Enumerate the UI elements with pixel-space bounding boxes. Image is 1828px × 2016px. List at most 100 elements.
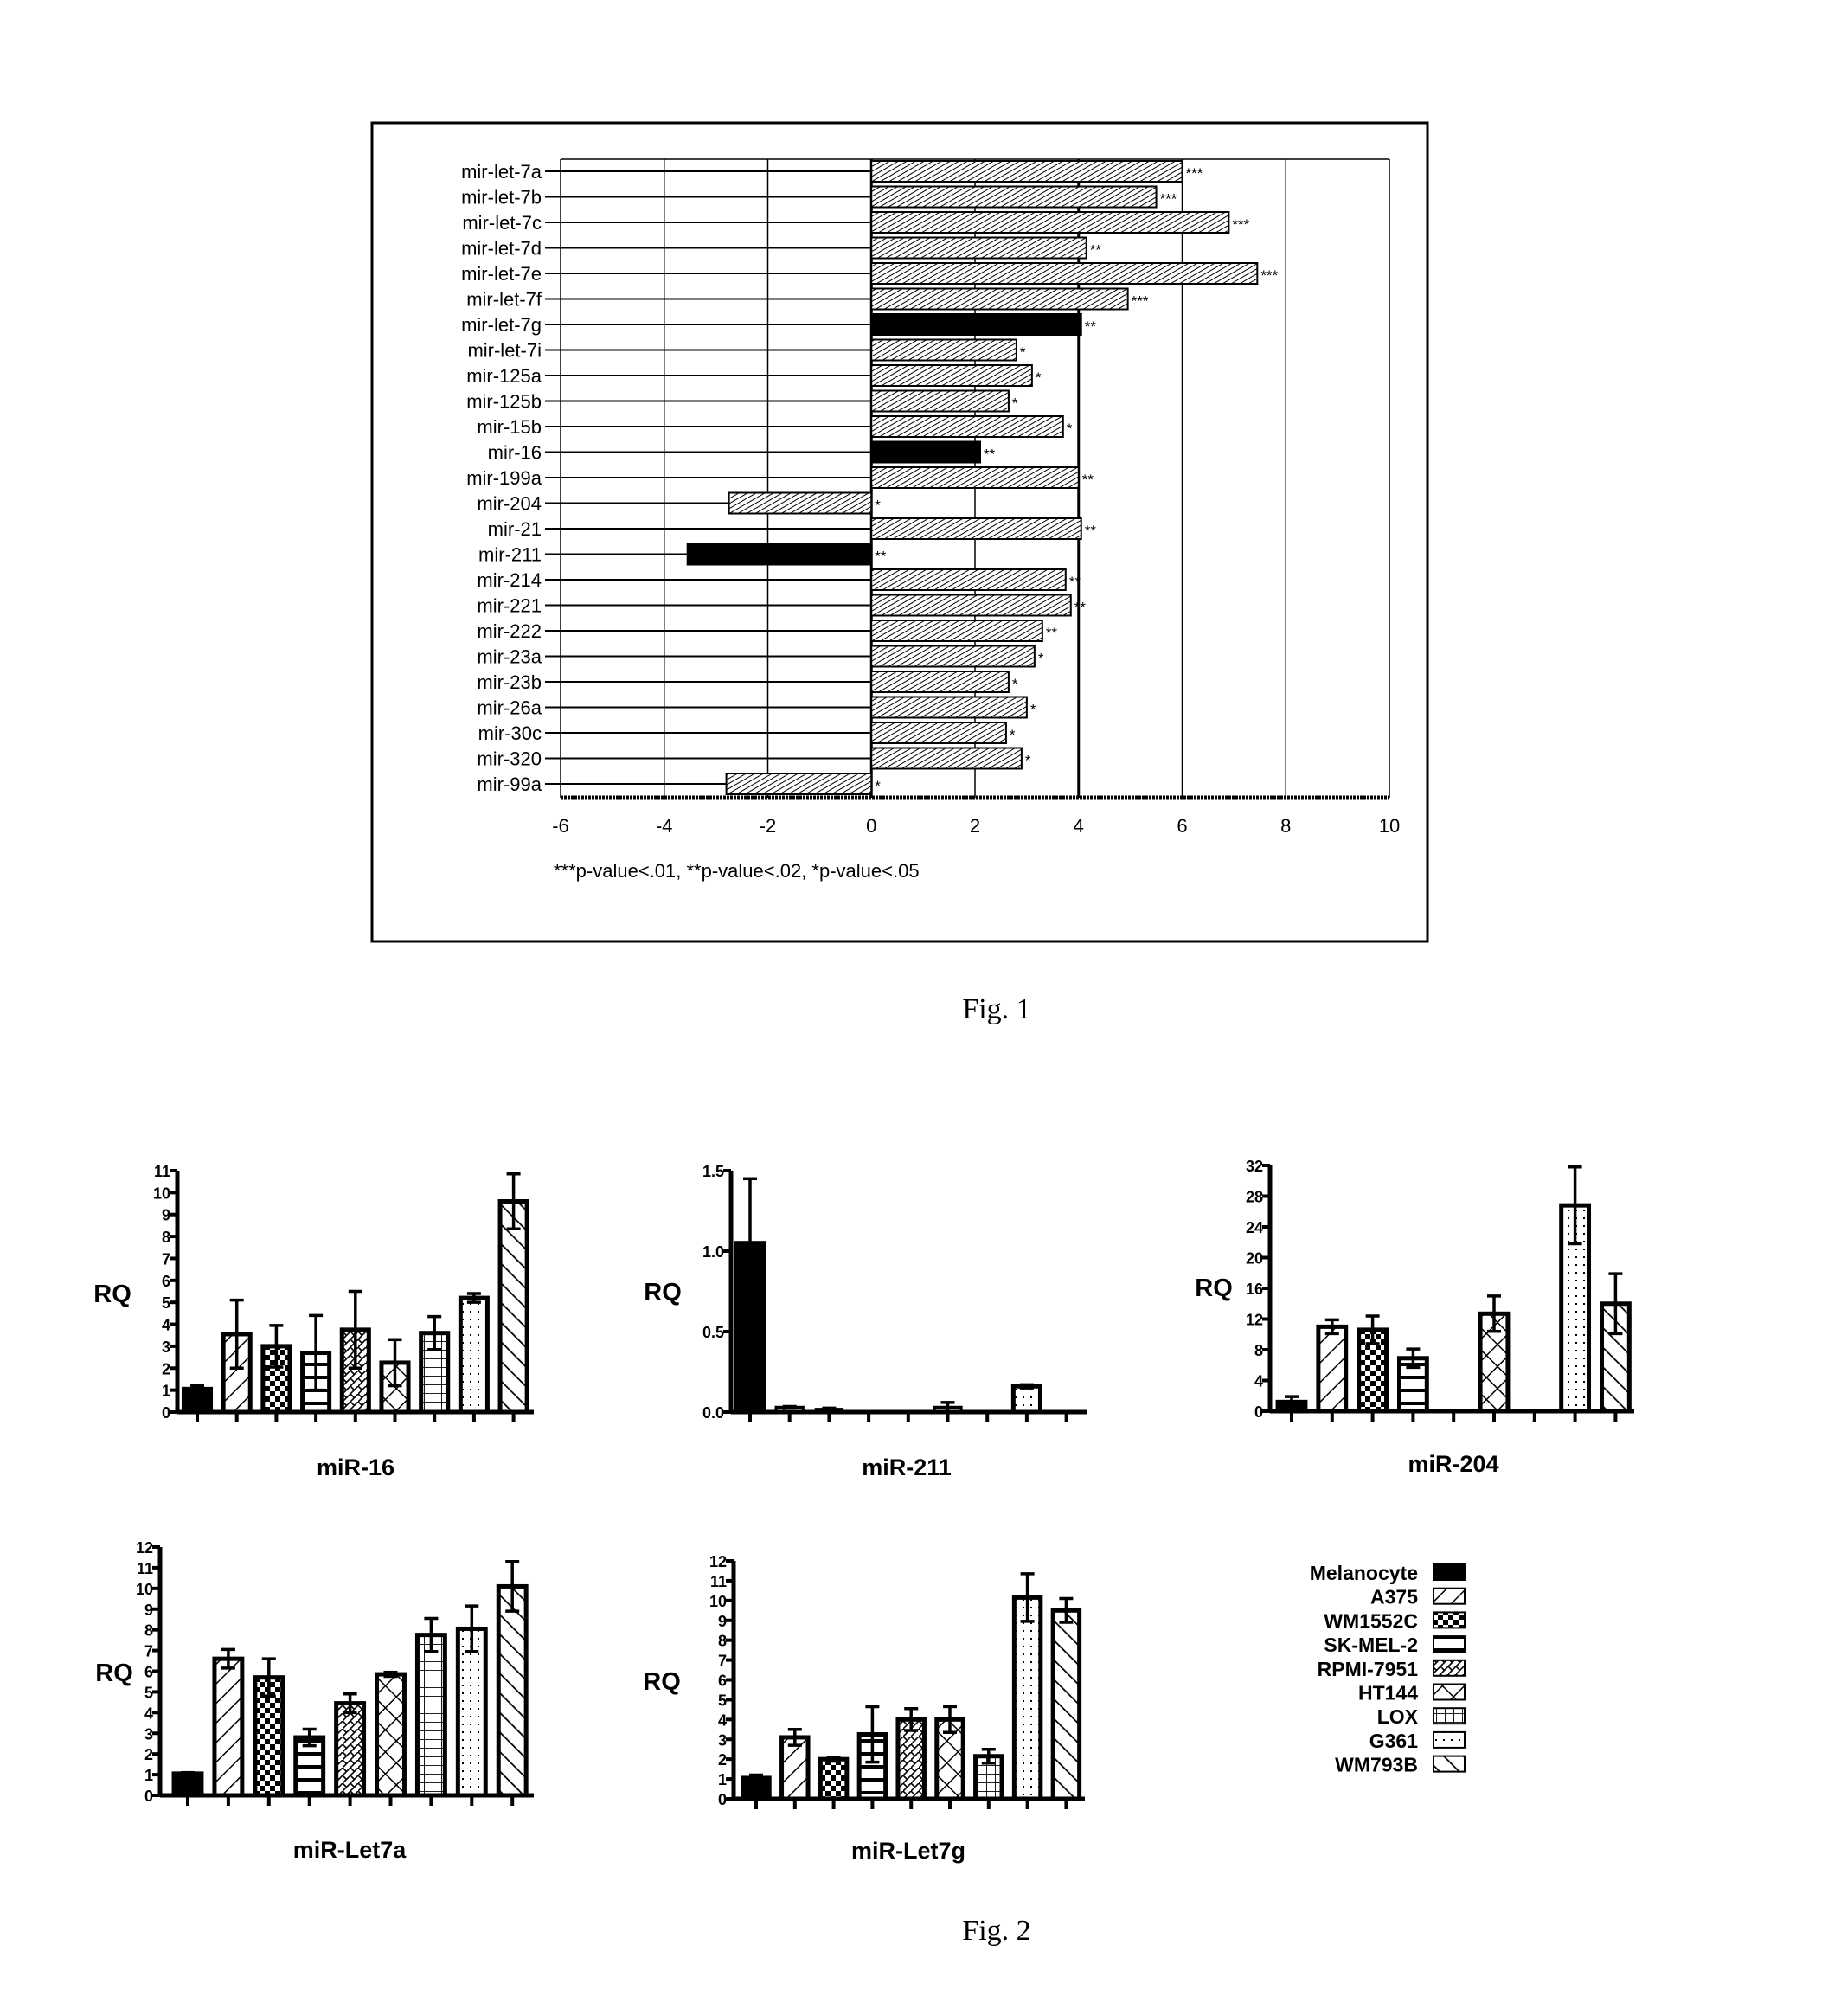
significance-mark: * bbox=[875, 778, 881, 794]
legend-swatch-sk-mel-2 bbox=[1434, 1636, 1465, 1652]
category-label: mir-214 bbox=[477, 569, 542, 591]
legend-label: G361 bbox=[1369, 1730, 1418, 1752]
y-tick-label: 0 bbox=[162, 1404, 170, 1422]
y-tick-label: 1 bbox=[162, 1383, 170, 1400]
y-tick-label: 3 bbox=[162, 1339, 170, 1356]
figure-caption-1: Fig. 1 bbox=[962, 993, 1030, 1025]
fig1-bar-chart: -6-4-20246810mir-let-7a***mir-let-7b***m… bbox=[372, 123, 1427, 941]
legend-label: LOX bbox=[1377, 1705, 1419, 1728]
y-tick-label: 24 bbox=[1246, 1219, 1263, 1236]
y-tick-label: 4 bbox=[144, 1705, 153, 1722]
bar-mir-15b bbox=[871, 416, 1063, 437]
bar-mir-23b bbox=[871, 671, 1009, 692]
category-label: mir-21 bbox=[488, 518, 542, 540]
category-label: mir-let-7b bbox=[461, 187, 542, 209]
bar-mir-let-7b bbox=[871, 187, 1156, 208]
y-axis-label: RQ bbox=[93, 1281, 131, 1308]
category-label: mir-let-7a bbox=[461, 161, 542, 183]
x-tick-label: 10 bbox=[1379, 815, 1400, 837]
bar-mir-125b bbox=[871, 391, 1009, 412]
significance-mark: ** bbox=[875, 549, 887, 565]
significance-mark: * bbox=[1038, 651, 1044, 667]
category-label: mir-125a bbox=[466, 365, 542, 387]
y-tick-label: 6 bbox=[162, 1273, 170, 1290]
y-tick-label: 5 bbox=[718, 1692, 727, 1709]
legend-swatch-g361 bbox=[1434, 1732, 1465, 1748]
legend-label: WM1552C bbox=[1324, 1609, 1418, 1632]
category-label: mir-23b bbox=[477, 671, 542, 693]
bar-mir-23a bbox=[871, 646, 1035, 667]
y-axis-label: RQ bbox=[644, 1279, 682, 1307]
panel-mir-let7g: 0123456789101112RQmiR-Let7g bbox=[643, 1553, 1085, 1864]
significance-mark: ** bbox=[1082, 472, 1094, 488]
bar-mir-214 bbox=[871, 569, 1066, 590]
legend-swatch-wm1552c bbox=[1434, 1612, 1465, 1628]
bar-mir-let-7e bbox=[871, 263, 1257, 284]
x-tick-label: 2 bbox=[970, 815, 980, 837]
y-tick-label: 10 bbox=[153, 1185, 170, 1202]
y-tick-label: 32 bbox=[1246, 1158, 1263, 1175]
bar-mir-let-7d bbox=[871, 238, 1086, 259]
y-tick-label: 7 bbox=[718, 1653, 727, 1670]
x-tick-label: -4 bbox=[656, 815, 673, 837]
bar-mir-let-7c bbox=[871, 212, 1228, 233]
y-tick-label: 0 bbox=[144, 1788, 153, 1805]
y-tick-label: 20 bbox=[1246, 1250, 1263, 1268]
significance-mark: *** bbox=[1160, 191, 1177, 208]
category-label: mir-15b bbox=[477, 416, 542, 438]
category-label: mir-26a bbox=[477, 697, 542, 719]
category-label: mir-204 bbox=[477, 493, 542, 515]
pvalue-footnote: ***p-value<.01, **p-value<.02, *p-value<… bbox=[554, 860, 920, 882]
category-label: mir-320 bbox=[477, 748, 542, 770]
legend-swatch-a375 bbox=[1434, 1589, 1465, 1604]
bar-g361 bbox=[1013, 1386, 1040, 1412]
bar-g361 bbox=[458, 1628, 485, 1795]
x-tick-label: 6 bbox=[1177, 815, 1187, 837]
bar-mir-let-7g bbox=[871, 314, 1081, 335]
x-tick-label: -2 bbox=[760, 815, 777, 837]
y-tick-label: 8 bbox=[1254, 1342, 1263, 1359]
bar-mir-let-7i bbox=[871, 340, 1017, 361]
bar-rpmi-7951 bbox=[337, 1704, 364, 1795]
significance-mark: * bbox=[1067, 421, 1073, 437]
legend-label: Melanocyte bbox=[1310, 1562, 1418, 1584]
significance-mark: * bbox=[875, 498, 881, 514]
bar-wm793b bbox=[1053, 1610, 1079, 1799]
significance-mark: * bbox=[1030, 702, 1036, 718]
y-axis-label: RQ bbox=[1195, 1274, 1233, 1302]
significance-mark: *** bbox=[1232, 216, 1249, 233]
significance-mark: * bbox=[1012, 395, 1018, 412]
y-tick-label: 11 bbox=[154, 1163, 170, 1180]
y-tick-label: 6 bbox=[144, 1664, 153, 1681]
legend-swatch-rpmi-7951 bbox=[1434, 1660, 1465, 1676]
bar-mir-204 bbox=[729, 493, 872, 514]
legend-label: WM793B bbox=[1335, 1754, 1418, 1776]
significance-mark: * bbox=[1010, 727, 1016, 743]
bar-wm793b bbox=[498, 1586, 526, 1795]
category-label: mir-211 bbox=[478, 544, 542, 566]
significance-mark: ** bbox=[1069, 574, 1081, 590]
y-tick-label: 5 bbox=[162, 1294, 170, 1312]
y-tick-label: 4 bbox=[1254, 1373, 1263, 1390]
significance-mark: ** bbox=[1074, 600, 1087, 616]
y-tick-label: 28 bbox=[1246, 1189, 1263, 1206]
category-label: mir-30c bbox=[478, 722, 542, 744]
y-tick-label: 1 bbox=[144, 1767, 153, 1784]
significance-mark: * bbox=[1036, 369, 1042, 386]
significance-mark: ** bbox=[1085, 318, 1097, 335]
category-label: mir-let-7g bbox=[461, 314, 542, 336]
legend-swatch-lox bbox=[1434, 1708, 1465, 1724]
y-tick-label: 3 bbox=[144, 1725, 153, 1743]
y-axis-label: RQ bbox=[643, 1668, 681, 1696]
legend-swatch-wm793b bbox=[1434, 1756, 1465, 1772]
bar-g361 bbox=[1014, 1597, 1040, 1799]
bar-mir-let-7f bbox=[871, 289, 1127, 310]
category-label: mir-let-7i bbox=[467, 340, 542, 362]
y-tick-label: 7 bbox=[162, 1250, 170, 1268]
legend-label: A375 bbox=[1370, 1586, 1418, 1608]
y-tick-label: 0 bbox=[718, 1791, 727, 1808]
y-tick-label: 12 bbox=[136, 1539, 153, 1557]
y-tick-label: 11 bbox=[137, 1560, 153, 1577]
y-tick-label: 12 bbox=[709, 1553, 727, 1570]
bar-mir-30c bbox=[871, 722, 1006, 743]
